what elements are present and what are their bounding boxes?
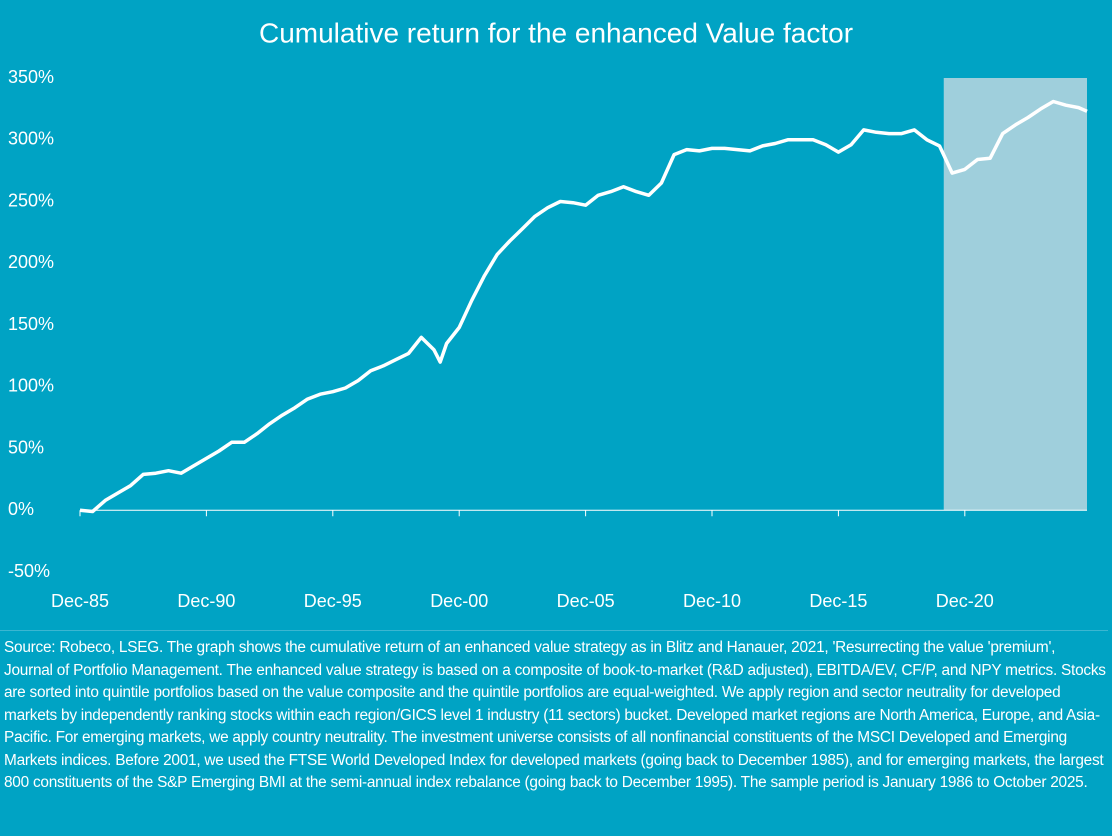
x-tick-label: Dec-95 — [304, 591, 362, 611]
y-tick-label: 350% — [8, 67, 54, 87]
y-tick-label: 250% — [8, 190, 54, 210]
x-tick-label: Dec-10 — [683, 591, 741, 611]
y-tick-label: 100% — [8, 376, 54, 396]
y-tick-label: 200% — [8, 252, 54, 272]
x-tick-label: Dec-20 — [936, 591, 994, 611]
y-tick-label: 150% — [8, 314, 54, 334]
y-tick-label: 300% — [8, 129, 54, 149]
x-tick-label: Dec-00 — [430, 591, 488, 611]
y-tick-label: 50% — [8, 437, 44, 457]
y-tick-label: -50% — [8, 561, 50, 581]
chart-title: Cumulative return for the enhanced Value… — [259, 17, 853, 48]
x-tick-label: Dec-05 — [557, 591, 615, 611]
footnote: Source: Robeco, LSEG. The graph shows th… — [0, 630, 1108, 832]
x-tick-label: Dec-15 — [809, 591, 867, 611]
x-tick-label: Dec-90 — [177, 591, 235, 611]
highlight-region — [943, 78, 1087, 511]
chart: Cumulative return for the enhanced Value… — [8, 17, 1088, 611]
data-line — [79, 99, 1088, 514]
x-tick-label: Dec-85 — [51, 591, 109, 611]
y-tick-label: 0% — [8, 499, 34, 519]
